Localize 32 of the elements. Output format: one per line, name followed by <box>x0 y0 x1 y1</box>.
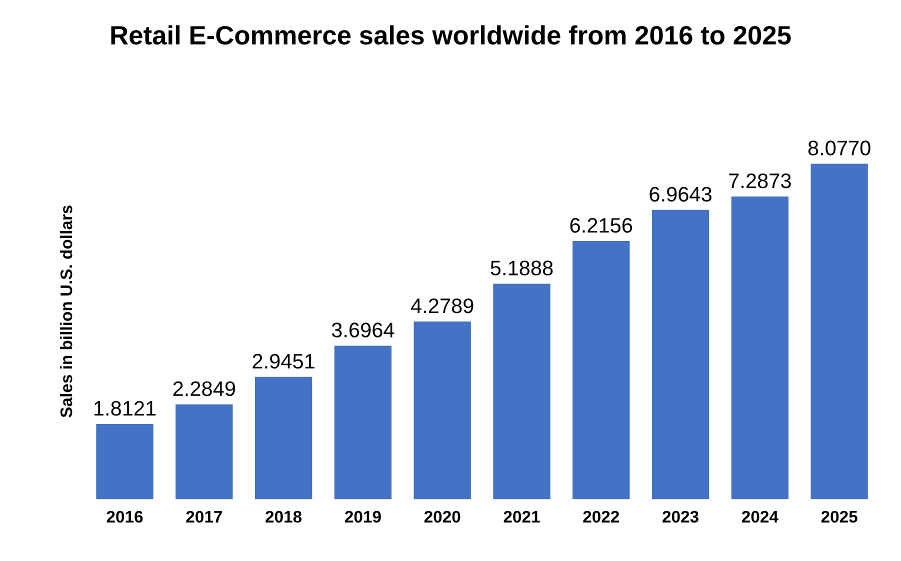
bar <box>414 322 471 500</box>
data-label: 4.2789 <box>410 298 474 314</box>
bar <box>493 284 550 500</box>
chart-title: Retail E-Commerce sales worldwide from 2016 to 2025 <box>111 25 791 45</box>
y-axis-title: Sales in billion U.S. dollars <box>60 206 72 418</box>
data-label: 3.6964 <box>332 322 394 338</box>
data-label: 7.2873 <box>729 173 791 188</box>
x-tick-label: 2020 <box>424 510 460 523</box>
bar <box>652 210 710 500</box>
x-tick-label: 2021 <box>504 510 540 523</box>
data-label: 5.1888 <box>490 260 553 276</box>
x-tick-label: 2025 <box>821 510 858 523</box>
data-label: 2.9451 <box>252 354 314 369</box>
data-label: 6.9643 <box>650 186 712 202</box>
x-tick-label: 2018 <box>266 510 302 523</box>
x-tick-label: 2022 <box>583 510 619 523</box>
x-tick-label: 2017 <box>186 510 222 523</box>
x-tick-label: 2016 <box>106 510 143 523</box>
data-label: 8.0770 <box>808 140 870 156</box>
bar <box>96 424 154 500</box>
x-tick-label: 2023 <box>662 510 698 523</box>
bar <box>254 376 312 500</box>
x-tick-label: 2019 <box>344 510 381 523</box>
bar <box>572 241 630 500</box>
data-label: 1.8121 <box>94 400 156 416</box>
bar <box>176 404 233 500</box>
data-label: 2.2849 <box>173 381 236 396</box>
bar <box>334 346 392 500</box>
bar <box>731 196 788 500</box>
data-label: 6.2156 <box>570 218 632 233</box>
x-tick-label: 2024 <box>742 510 778 523</box>
bar <box>810 164 868 500</box>
